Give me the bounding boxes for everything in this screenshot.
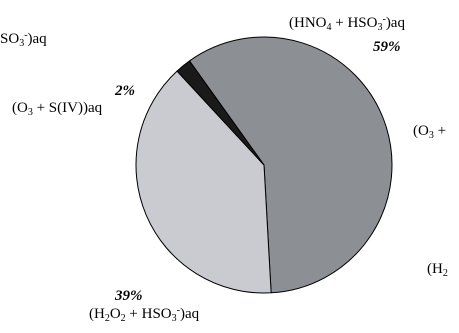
slice-h2o2 [135,70,272,294]
cut-label-top-left: SO3-)aq [0,30,47,49]
slice-label-h2o2: (H2O2 + HSO3-)aq [89,305,200,324]
cut-label-right-o3: (O3 + [413,123,447,141]
pct-label-o3: 2% [115,83,135,99]
slice-o3 [176,60,265,166]
slice-label-hno4: (HNO4 + HSO3-)aq [289,14,405,33]
pct-label-h2o2: 39% [115,288,143,304]
slice-hno4 [188,36,393,294]
pct-label-hno4: 59% [373,39,401,55]
slice-label-o3: (O3 + S(IV))aq [12,100,103,118]
cut-label-right-h2: (H2 [427,261,448,279]
